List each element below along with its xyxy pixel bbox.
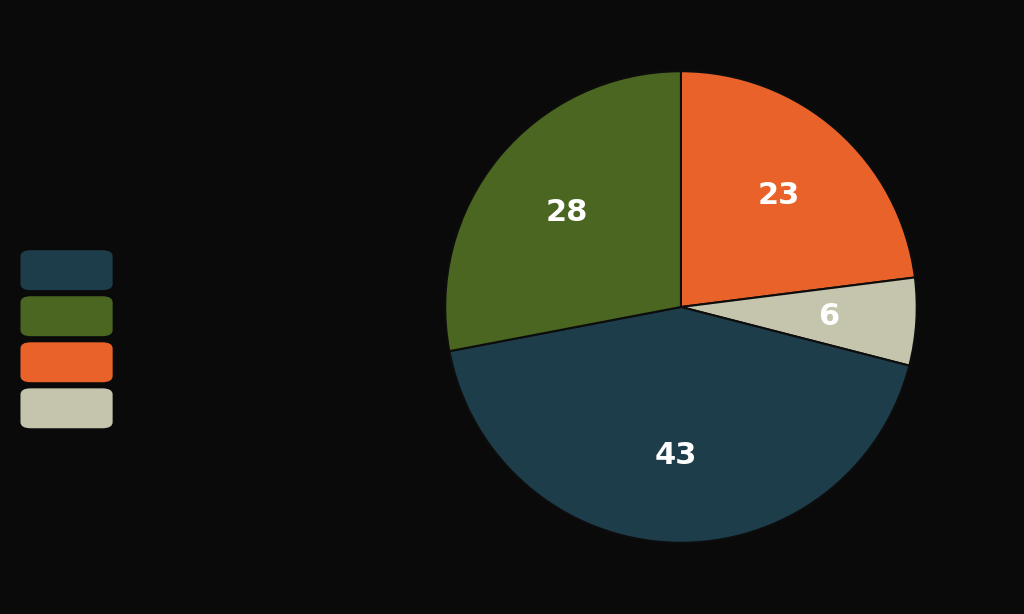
Text: 43: 43 xyxy=(655,441,697,470)
Text: 23: 23 xyxy=(758,181,801,210)
Wedge shape xyxy=(681,278,916,365)
Wedge shape xyxy=(445,71,681,351)
Wedge shape xyxy=(450,307,909,543)
Text: 6: 6 xyxy=(818,302,840,331)
Wedge shape xyxy=(681,71,914,307)
Text: 28: 28 xyxy=(546,198,588,227)
